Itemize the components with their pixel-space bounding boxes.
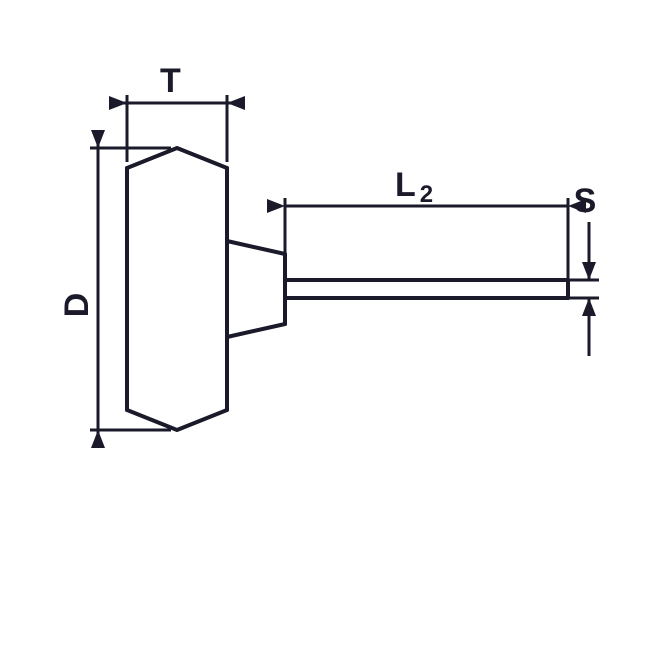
dim-D-label: D [58, 293, 96, 318]
dim-S-label: S [574, 182, 597, 220]
hub-top [227, 241, 285, 254]
dim-L2-label: L2 [395, 166, 433, 208]
head-outline [127, 148, 227, 430]
hub-bottom [227, 324, 285, 337]
dim-T-label: T [160, 62, 181, 100]
